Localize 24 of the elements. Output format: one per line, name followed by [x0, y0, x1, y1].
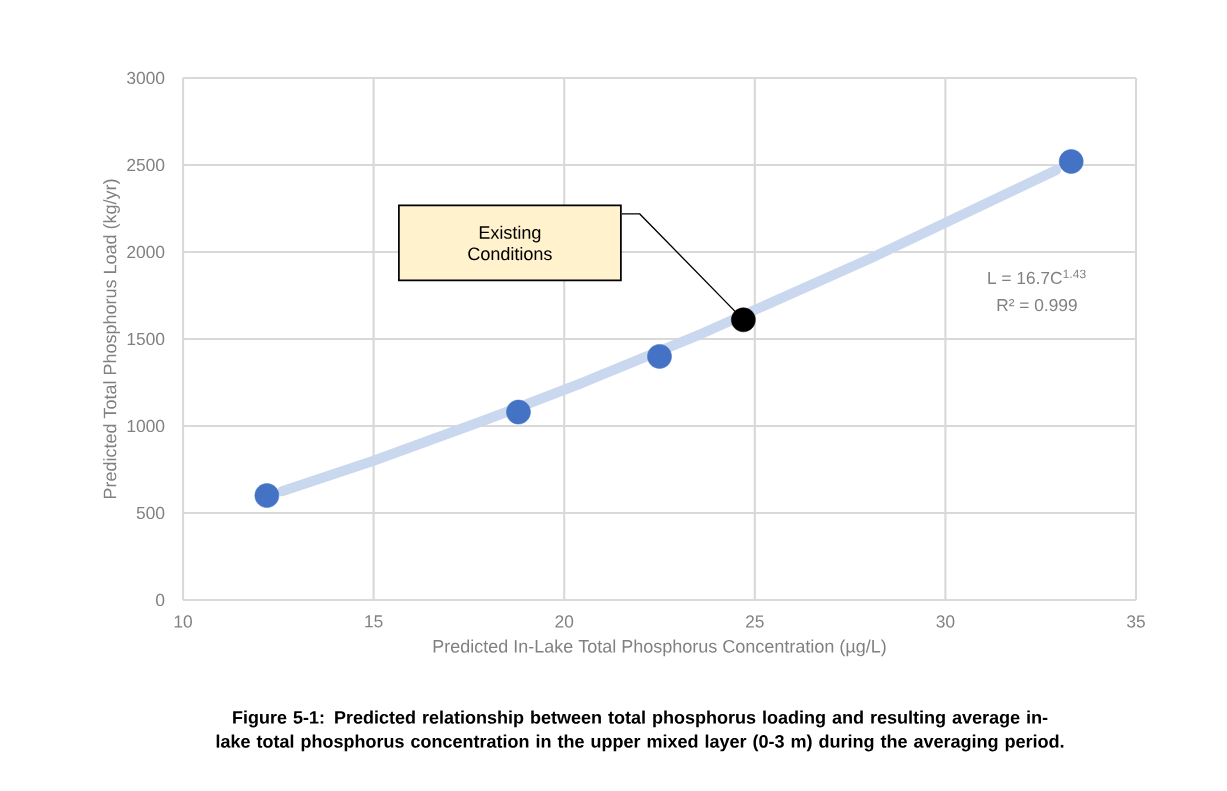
point [1058, 149, 1084, 174]
x-tick-label: 25 [746, 615, 764, 628]
y-tick-label: 3000 [127, 71, 165, 85]
annotation: Existing Conditions [468, 225, 552, 261]
point [647, 344, 672, 369]
x-axis-title: Predicted In-Lake Total Phosphorus Concentration (µg/L) [433, 639, 886, 657]
y-tick-label: 2000 [127, 245, 165, 259]
x-tick-label: 20 [555, 615, 574, 628]
x-tick-label: 30 [936, 615, 955, 628]
x-tick-label: 15 [365, 615, 383, 628]
y-tick-label: 500 [136, 506, 165, 520]
y-tick-label: 1500 [127, 332, 165, 346]
x-tick-label: 10 [174, 615, 192, 628]
y-tick-label: 2500 [127, 158, 165, 172]
annotation: R² = 0.999 [997, 298, 1077, 312]
y-tick-label: 1000 [127, 419, 165, 433]
point [506, 399, 531, 425]
caption: Figure 5-1: Predicted relationship between total phosphorus loading and resulting average in-lake total phosphorus concentration in the upper mixed layer (0-3 m) during the averaging period. [216, 710, 1064, 752]
point [254, 483, 280, 508]
point [731, 307, 756, 333]
y-tick-label: 0 [155, 593, 165, 607]
annotation: L = 16.7C$^{1.43}$ [988, 269, 1086, 285]
y-axis-title: Predicted Total Phosphorus Load (kg/yr) [103, 179, 120, 499]
x-tick-label: 35 [1127, 615, 1145, 628]
